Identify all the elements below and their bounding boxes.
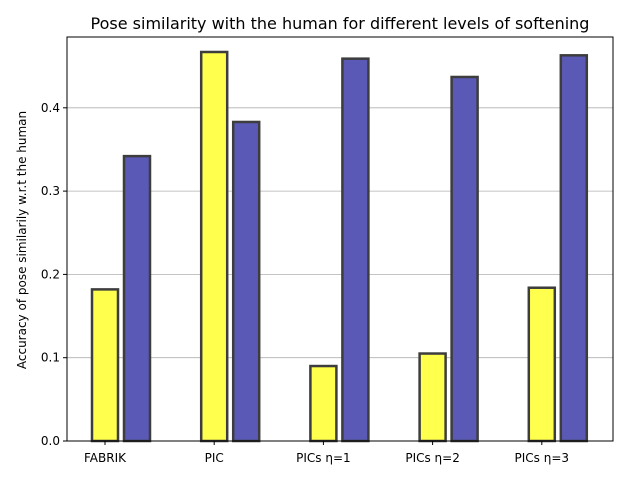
y-tick-label: 0.3 — [41, 184, 60, 198]
plot-frame — [66, 36, 614, 442]
y-tick-label: 0.2 — [41, 267, 60, 281]
bar-2 — [231, 120, 261, 443]
bar-2 — [341, 57, 370, 443]
x-tick-label: PICs η=1 — [296, 451, 351, 465]
bar-1 — [309, 364, 338, 443]
bar-1 — [90, 288, 120, 443]
chart-title: Pose similarity with the human for diffe… — [91, 14, 590, 33]
bar-2 — [450, 75, 479, 443]
y-axis-label: Accuracy of pose similarily w.r.t the hu… — [15, 111, 29, 369]
x-tick-label: PICs η=2 — [405, 451, 460, 465]
x-tick-label: FABRIK — [84, 451, 127, 465]
y-axis-ticks: 0.0 0.1 0.2 0.3 0.4 — [41, 101, 67, 448]
bars — [90, 50, 589, 443]
bar-1 — [418, 352, 447, 443]
x-tick-label: PICs η=3 — [515, 451, 570, 465]
bar-2 — [122, 154, 152, 443]
bar-2 — [559, 54, 589, 443]
y-tick-label: 0.4 — [41, 101, 60, 115]
y-tick-label: 0.1 — [41, 351, 60, 365]
bar-1 — [199, 50, 229, 443]
bar-1 — [527, 286, 557, 443]
x-tick-label: PIC — [205, 451, 224, 465]
y-tick-label: 0.0 — [41, 434, 60, 448]
x-axis-ticks: FABRIK PIC PICs η=1 PICs η=2 PICs η=3 — [84, 441, 569, 465]
